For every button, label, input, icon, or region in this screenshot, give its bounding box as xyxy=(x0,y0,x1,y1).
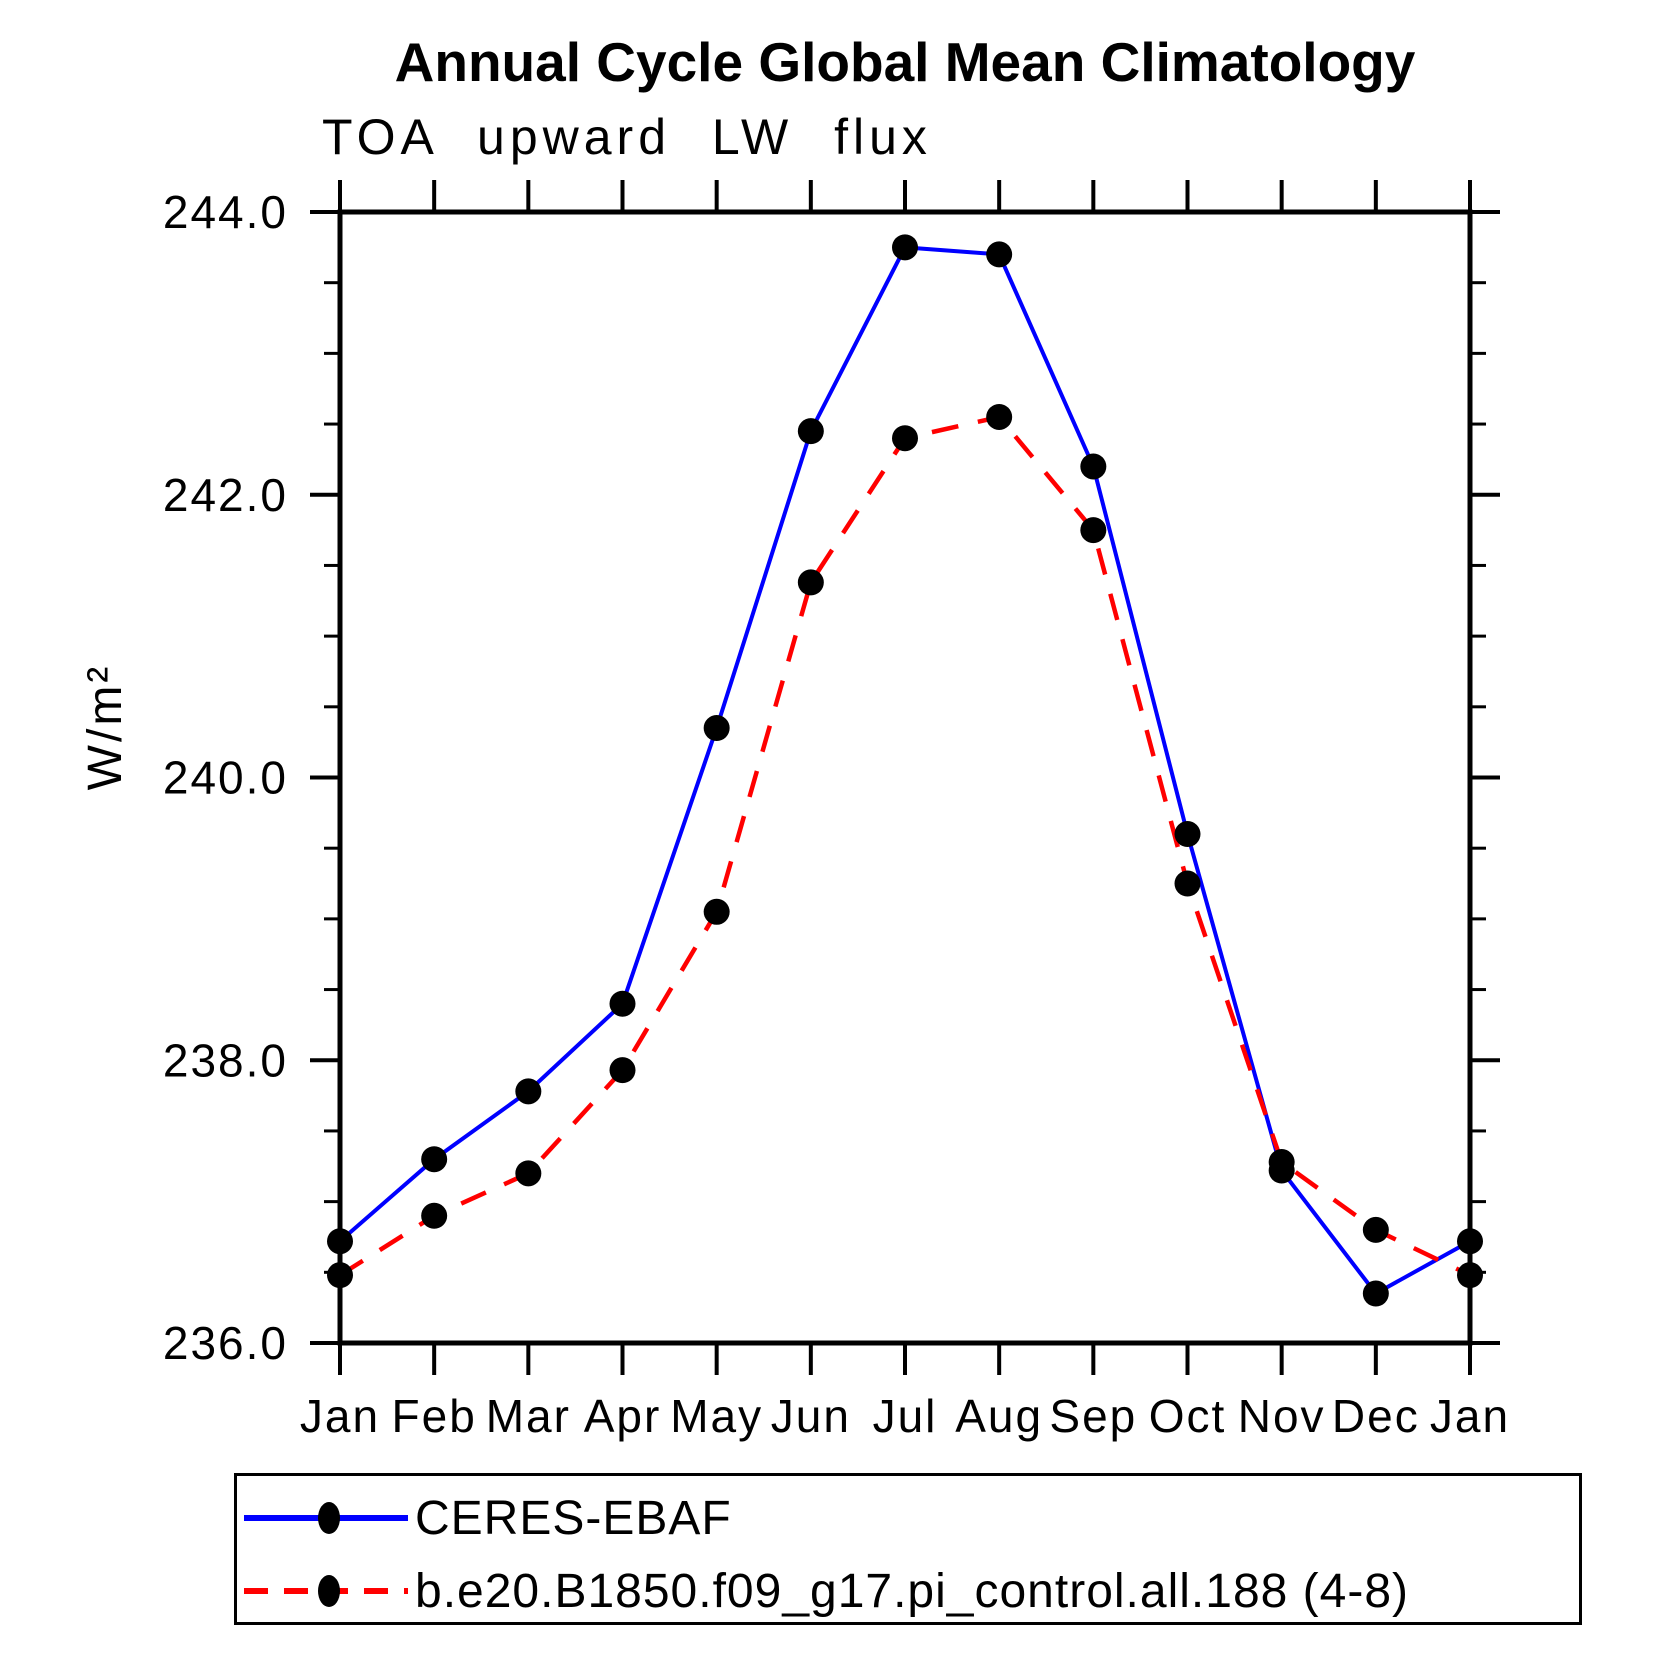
data-point-marker-s0 xyxy=(703,715,730,742)
legend-marker-sample xyxy=(318,1575,340,1607)
x-tick-label: Jun xyxy=(771,1390,851,1442)
y-tick-label: 244.0 xyxy=(163,186,288,238)
x-tick-label: May xyxy=(670,1390,763,1442)
series-line-0 xyxy=(338,245,1471,1297)
data-point-marker-s1 xyxy=(421,1202,448,1229)
legend-swatch-model-icon xyxy=(244,1575,408,1607)
series-line-1 xyxy=(338,414,1471,1278)
x-tick-label: Oct xyxy=(1149,1390,1227,1442)
data-point-marker-s0 xyxy=(1362,1280,1389,1307)
legend-swatch-ceres-ebaf-icon xyxy=(244,1502,408,1534)
x-tick-label: Jan xyxy=(1430,1390,1510,1442)
chart-title: Annual Cycle Global Mean Climatology xyxy=(394,31,1416,93)
data-point-marker-s1 xyxy=(797,569,824,596)
data-point-marker-s1 xyxy=(1268,1149,1295,1176)
x-tick-label: Mar xyxy=(486,1390,571,1442)
data-point-marker-s1 xyxy=(1362,1216,1389,1243)
y-tick-label: 238.0 xyxy=(163,1034,288,1086)
x-tick-label: Apr xyxy=(584,1390,662,1442)
data-point-marker-s1 xyxy=(1174,870,1201,897)
data-point-marker-s1 xyxy=(892,425,918,452)
x-tick-label: Feb xyxy=(392,1390,477,1442)
chart-subtitle: TOA upward LW flux xyxy=(322,109,932,165)
x-tick-label: Sep xyxy=(1049,1390,1137,1442)
y-tick-label: 242.0 xyxy=(163,469,288,521)
data-point-marker-s1 xyxy=(515,1160,542,1187)
y-tick-label: 240.0 xyxy=(163,752,288,804)
data-point-marker-s0 xyxy=(515,1078,542,1105)
legend-marker-sample xyxy=(318,1502,340,1534)
data-point-marker-s0 xyxy=(1080,453,1107,480)
data-point-marker-s1 xyxy=(1080,517,1107,544)
legend: CERES-EBAF b.e20.B1850.f09_g17.pi_contro… xyxy=(234,1473,1582,1625)
data-point-marker-s1 xyxy=(327,1262,353,1289)
legend-entry-ceres-ebaf: CERES-EBAF xyxy=(241,1492,732,1545)
x-tick-label: Dec xyxy=(1332,1390,1420,1442)
legend-label-model: b.e20.B1850.f09_g17.pi_control.all.188 (… xyxy=(415,1564,1410,1618)
legend-label-ceres-ebaf: CERES-EBAF xyxy=(415,1491,732,1545)
x-tick-label: Aug xyxy=(955,1390,1043,1442)
x-tick-label: Nov xyxy=(1238,1390,1326,1442)
x-tick-label: Jan xyxy=(300,1390,380,1442)
data-point-marker-s0 xyxy=(892,234,918,261)
data-point-marker-s0 xyxy=(421,1146,448,1173)
y-tick-label: 236.0 xyxy=(163,1317,288,1369)
plot-frame xyxy=(337,209,1473,1346)
data-point-marker-s0 xyxy=(1174,821,1201,848)
x-tick-label: Jul xyxy=(873,1390,938,1442)
data-point-marker-s1 xyxy=(1457,1262,1483,1289)
data-point-marker-s0 xyxy=(797,418,824,445)
data-point-marker-s0 xyxy=(327,1228,353,1255)
data-point-marker-s0 xyxy=(1457,1228,1483,1255)
data-point-marker-s1 xyxy=(986,403,1013,430)
legend-entry-model: b.e20.B1850.f09_g17.pi_control.all.188 (… xyxy=(241,1565,1409,1618)
data-point-marker-s1 xyxy=(703,898,730,925)
data-point-marker-s0 xyxy=(986,241,1013,268)
data-point-marker-s1 xyxy=(609,1057,636,1084)
data-point-marker-s0 xyxy=(609,990,636,1017)
